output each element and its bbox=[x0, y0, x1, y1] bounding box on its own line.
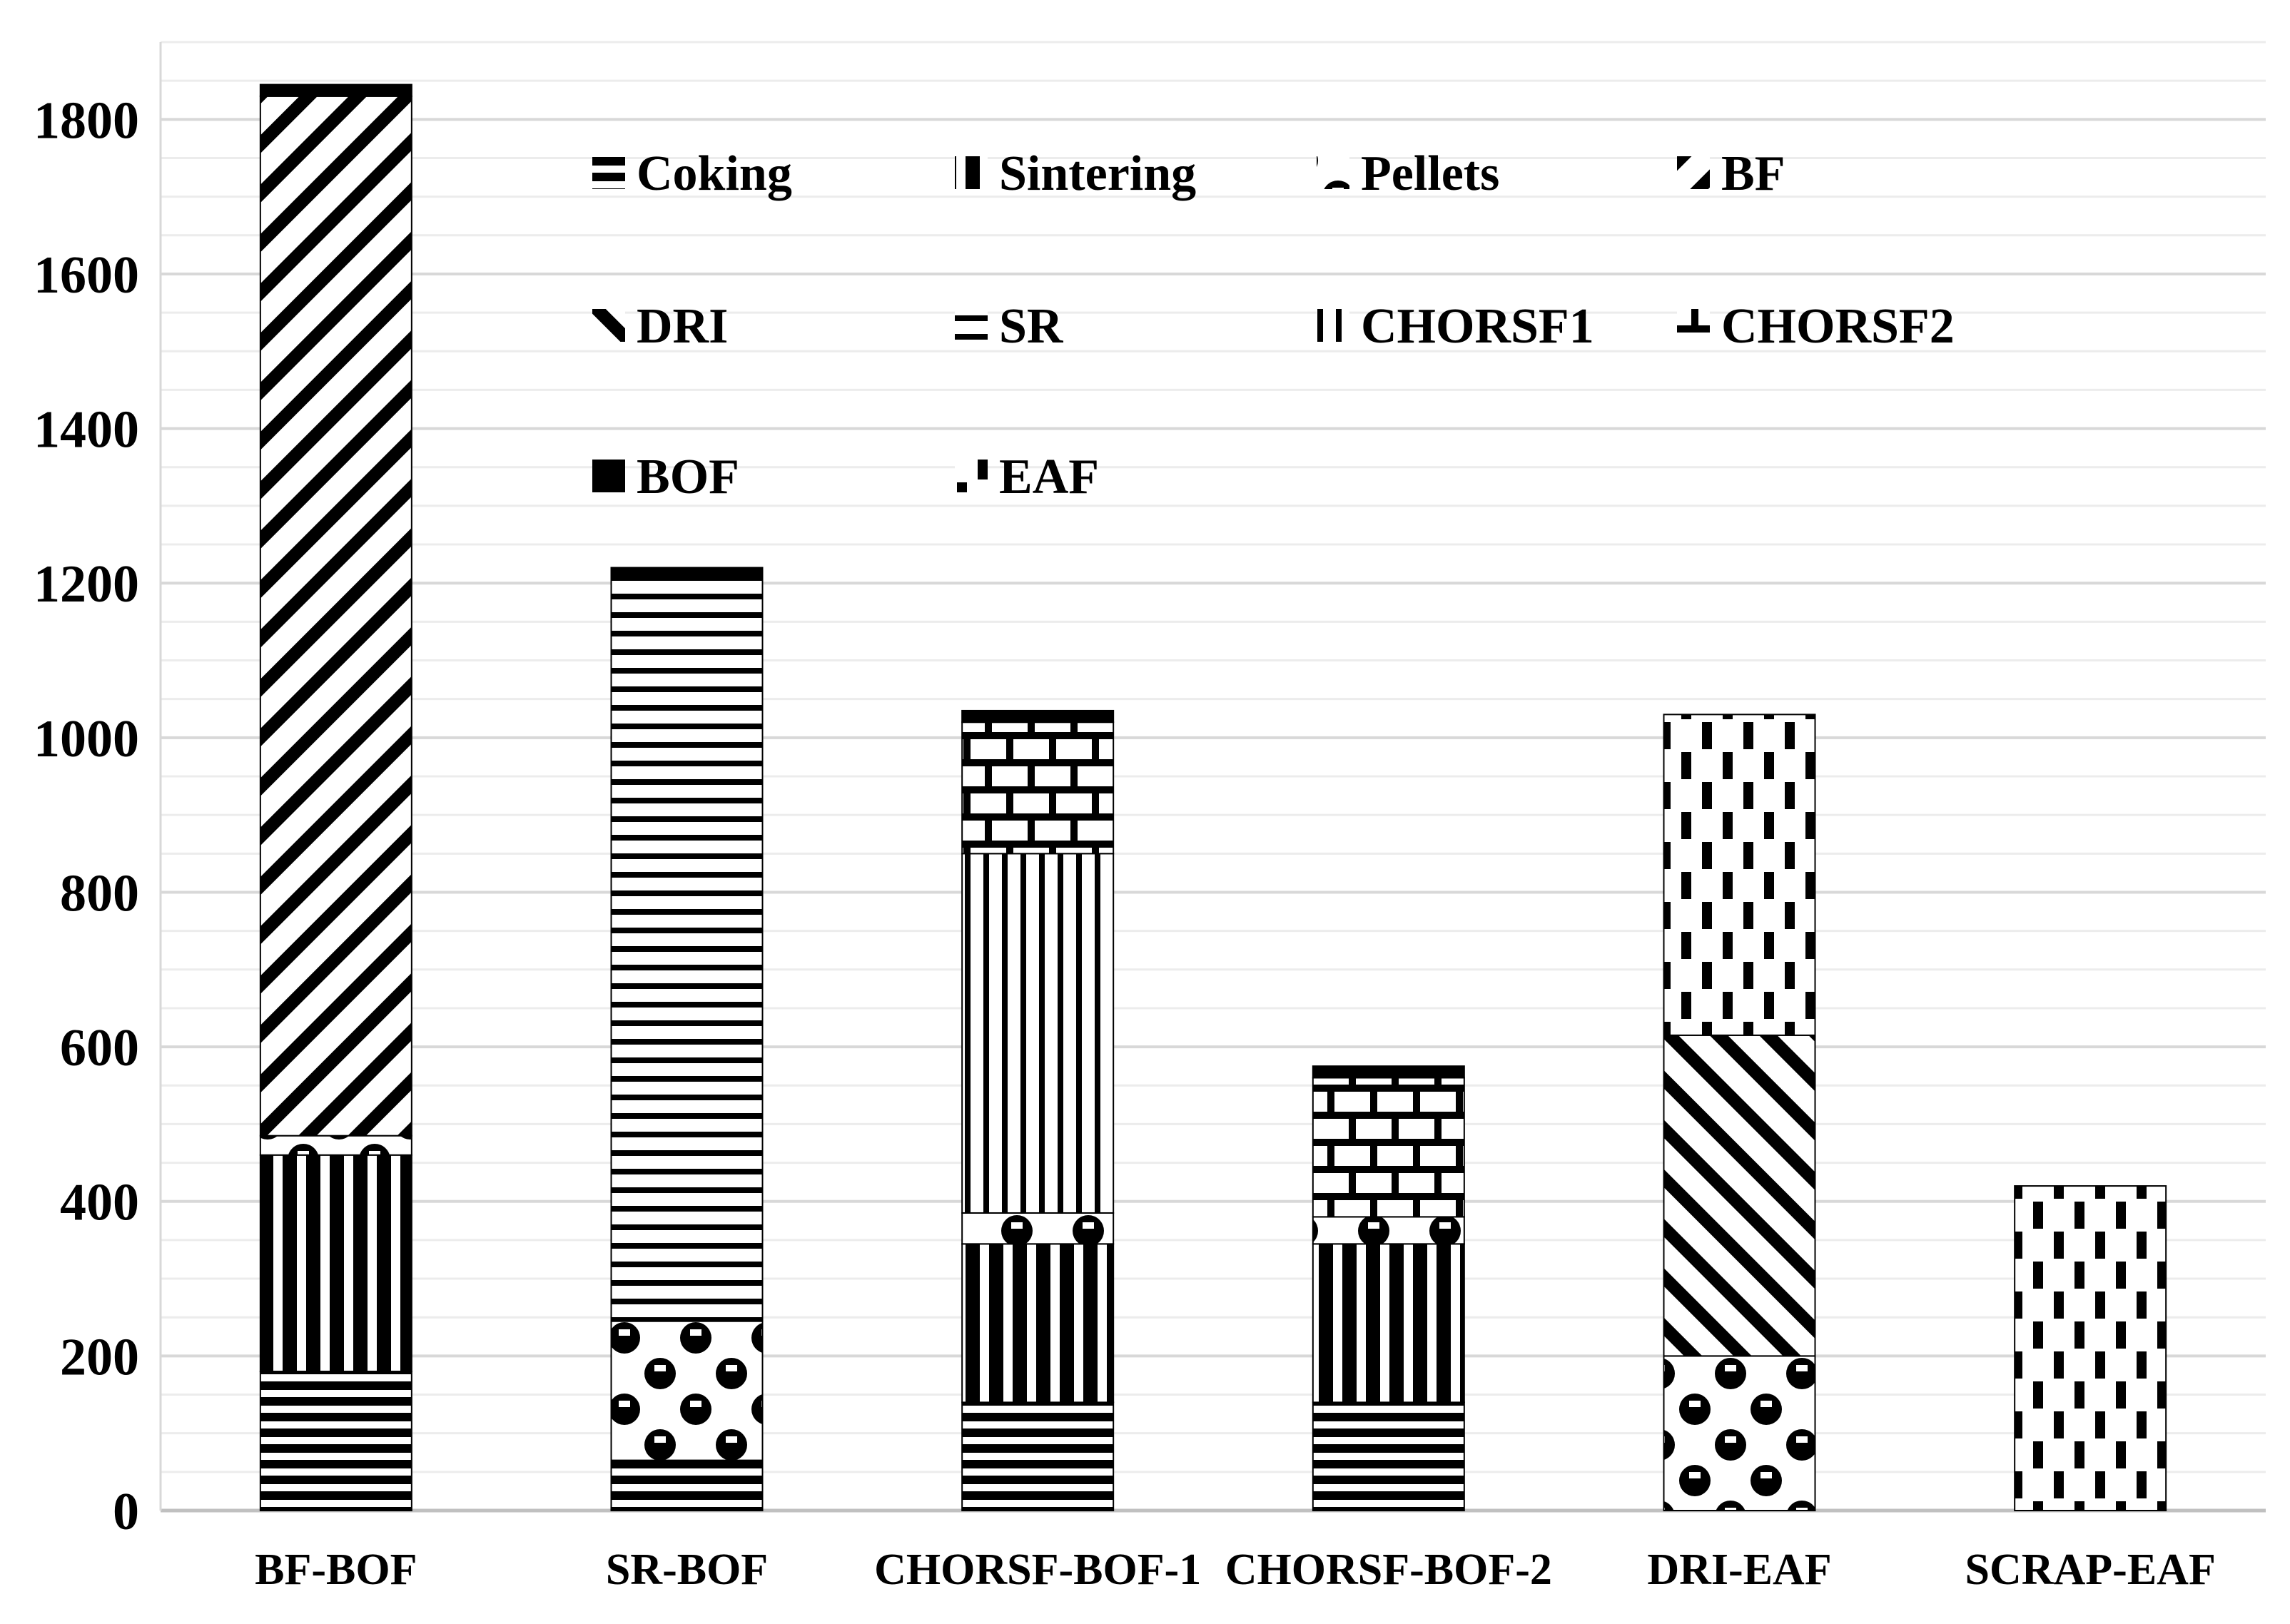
bar-segment-Coking-BF-BOF bbox=[259, 1371, 412, 1512]
legend-swatch-BOF bbox=[592, 460, 625, 492]
legend-swatch-EAF bbox=[955, 460, 988, 492]
bar-segment-Pellets-SR-BOF bbox=[610, 1320, 764, 1461]
bar-segment-CHORSF2-CHORSF-BOF-1 bbox=[961, 721, 1115, 855]
legend-item-CHORSF1: CHORSF1 bbox=[1317, 299, 1594, 354]
legend-label-EAF: EAF bbox=[999, 450, 1099, 504]
legend-label-CHORSF1: CHORSF1 bbox=[1361, 299, 1594, 354]
gridlines bbox=[159, 41, 2266, 1513]
legend: Coking Sintering Pellets BF DRI SR CHORSF1 CHOR… bbox=[592, 146, 1955, 504]
y-tick-label-1600: 1600 bbox=[34, 246, 139, 305]
y-axis-labels: 0 200 400 600 800 1000 1200 1400 1600 1800 bbox=[34, 91, 139, 1541]
bar-segment-Sintering-CHORSF-BOF-1 bbox=[961, 1243, 1115, 1404]
legend-item-BOF: BOF bbox=[592, 450, 739, 504]
bar-segment-Sintering-BF-BOF bbox=[259, 1154, 412, 1373]
bar-segment-SR-SR-BOF bbox=[610, 578, 764, 1322]
x-axis-label-SR-BOF: SR-BOF bbox=[606, 1546, 768, 1594]
bar-segment-Pellets-BF-BOF bbox=[259, 1135, 412, 1156]
bar-segment-Coking-SR-BOF bbox=[610, 1459, 764, 1511]
x-axis-label-SCRAP-EAF: SCRAP-EAF bbox=[1965, 1546, 2216, 1594]
legend-item-BF: BF bbox=[1677, 146, 1785, 201]
x-axis-label-CHORSF-BOF-1: CHORSF-BOF-1 bbox=[874, 1546, 1201, 1594]
y-tick-label-1800: 1800 bbox=[34, 91, 139, 150]
legend-swatch-CHORSF1 bbox=[1317, 309, 1349, 342]
bar-segment-Coking-CHORSF-BOF-1 bbox=[961, 1401, 1115, 1512]
legend-item-DRI: DRI bbox=[592, 299, 728, 354]
legend-swatch-SR bbox=[955, 309, 988, 342]
x-axis-labels: BF-BOF SR-BOF CHORSF-BOF-1 CHORSF-BOF-2 DRI-… bbox=[255, 1546, 2216, 1594]
bar-segment-BOF-CHORSF-BOF-1 bbox=[961, 709, 1115, 724]
y-tick-label-1000: 1000 bbox=[34, 710, 139, 768]
legend-label-BF: BF bbox=[1721, 146, 1785, 201]
legend-item-Pellets: Pellets bbox=[1317, 146, 1499, 201]
legend-label-BOF: BOF bbox=[637, 450, 739, 504]
y-tick-label-800: 800 bbox=[60, 864, 139, 923]
bar-segment-Pellets-CHORSF-BOF-2 bbox=[1312, 1216, 1465, 1245]
y-tick-label-400: 400 bbox=[60, 1174, 139, 1232]
bar-series bbox=[259, 83, 2167, 1512]
legend-item-CHORSF2: CHORSF2 bbox=[1677, 299, 1955, 354]
legend-swatch-DRI bbox=[592, 309, 625, 342]
legend-item-Coking: Coking bbox=[592, 146, 792, 201]
bar-segment-CHORSF2-CHORSF-BOF-2 bbox=[1312, 1077, 1465, 1218]
x-axis-label-DRI-EAF: DRI-EAF bbox=[1647, 1546, 1831, 1594]
bar-segment-BF-BF-BOF bbox=[259, 95, 412, 1137]
bar-segment-BOF-BF-BOF bbox=[259, 83, 412, 97]
legend-swatch-Coking bbox=[592, 156, 625, 189]
bar-segment-EAF-SCRAP-EAF bbox=[2014, 1185, 2167, 1512]
bar-segment-CHORSF1-CHORSF-BOF-1 bbox=[961, 853, 1115, 1214]
legend-label-DRI: DRI bbox=[637, 299, 728, 354]
legend-swatch-CHORSF2 bbox=[1677, 309, 1710, 342]
legend-swatch-Sintering bbox=[955, 156, 988, 189]
legend-label-Coking: Coking bbox=[637, 146, 792, 201]
bar-segment-Pellets-DRI-EAF bbox=[1663, 1355, 1816, 1511]
legend-item-SR: SR bbox=[955, 299, 1064, 354]
y-tick-label-600: 600 bbox=[60, 1019, 139, 1077]
y-tick-label-1200: 1200 bbox=[34, 555, 139, 614]
legend-label-CHORSF2: CHORSF2 bbox=[1721, 299, 1955, 354]
bar-segment-Sintering-CHORSF-BOF-2 bbox=[1312, 1243, 1465, 1404]
legend-item-Sintering: Sintering bbox=[955, 146, 1196, 201]
legend-label-Pellets: Pellets bbox=[1361, 146, 1499, 201]
legend-label-Sintering: Sintering bbox=[999, 146, 1196, 201]
bar-segment-EAF-DRI-EAF bbox=[1663, 714, 1816, 1036]
bar-segment-BOF-CHORSF-BOF-2 bbox=[1312, 1065, 1465, 1079]
x-axis-label-BF-BOF: BF-BOF bbox=[255, 1546, 417, 1594]
x-axis-label-CHORSF-BOF-2: CHORSF-BOF-2 bbox=[1225, 1546, 1552, 1594]
y-tick-label-200: 200 bbox=[60, 1328, 139, 1386]
y-tick-label-1400: 1400 bbox=[34, 401, 139, 460]
legend-item-EAF: EAF bbox=[955, 450, 1099, 504]
legend-swatch-Pellets bbox=[1317, 156, 1349, 189]
bar-segment-Pellets-CHORSF-BOF-1 bbox=[961, 1212, 1115, 1245]
legend-label-SR: SR bbox=[999, 299, 1064, 354]
legend-swatch-BF bbox=[1677, 156, 1710, 189]
bar-segment-DRI-DRI-EAF bbox=[1663, 1034, 1816, 1357]
y-tick-label-0: 0 bbox=[113, 1483, 139, 1541]
bar-segment-Coking-CHORSF-BOF-2 bbox=[1312, 1401, 1465, 1512]
bar-segment-BOF-SR-BOF bbox=[610, 567, 764, 580]
